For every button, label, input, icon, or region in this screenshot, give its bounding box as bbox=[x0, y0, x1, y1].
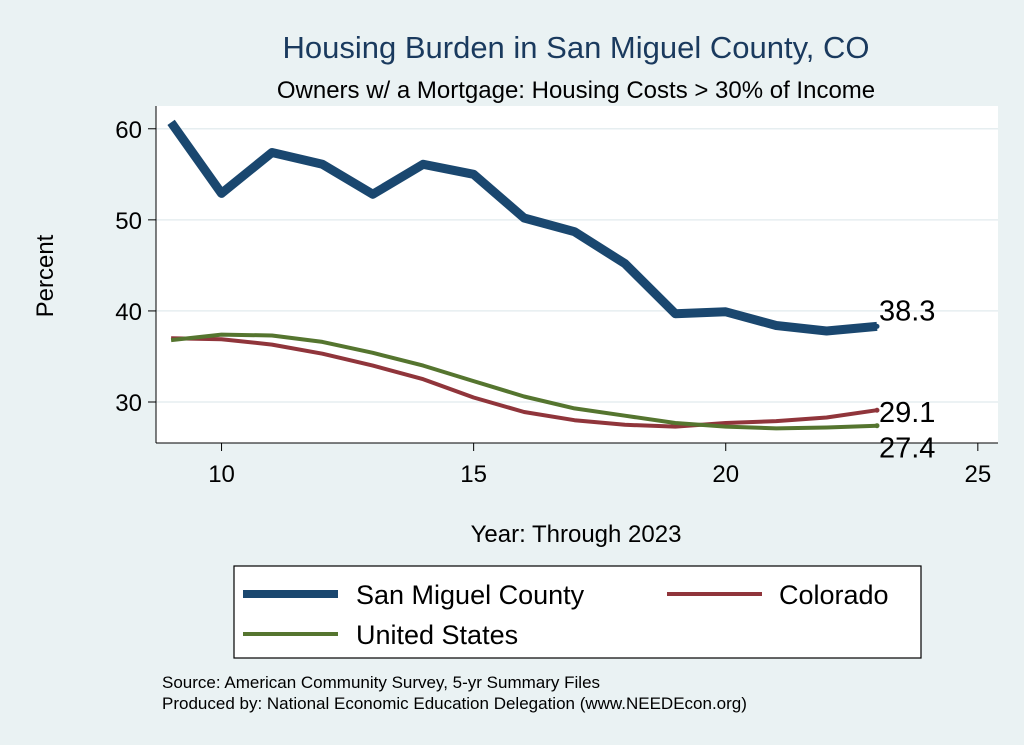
x-tick-label: 25 bbox=[964, 461, 991, 488]
legend: San Miguel County Colorado United States bbox=[233, 565, 922, 659]
y-tick-label: 50 bbox=[115, 208, 142, 235]
legend-label-united-states: United States bbox=[356, 620, 518, 650]
source-note: Source: American Community Survey, 5-yr … bbox=[162, 673, 600, 692]
series-line-colorado bbox=[171, 336, 878, 429]
y-tick-label: 40 bbox=[115, 299, 142, 326]
producer-note: Produced by: National Economic Education… bbox=[162, 694, 747, 713]
chart-subtitle: Owners w/ a Mortgage: Housing Costs > 30… bbox=[277, 77, 875, 104]
y-axis-title: Percent bbox=[32, 234, 59, 317]
end-label-colorado: 29.1 bbox=[879, 397, 935, 429]
chart-title: Housing Burden in San Miguel County, CO bbox=[282, 30, 869, 65]
end-label-united-states: 27.4 bbox=[879, 433, 935, 465]
end-label-san-miguel: 38.3 bbox=[879, 295, 935, 327]
x-tick-label: 20 bbox=[712, 461, 739, 488]
legend-label-colorado: Colorado bbox=[779, 580, 889, 610]
x-tick-label: 10 bbox=[208, 461, 235, 488]
series-line-united-states bbox=[170, 332, 878, 431]
end-point-marker bbox=[874, 407, 880, 413]
x-axis-title: Year: Through 2023 bbox=[471, 521, 682, 548]
x-tick-label: 15 bbox=[460, 461, 487, 488]
y-tick-label: 60 bbox=[115, 117, 142, 144]
end-point-marker bbox=[874, 423, 880, 429]
end-point-marker bbox=[874, 323, 880, 329]
series-line-san-miguel bbox=[167, 119, 878, 336]
legend-label-san-miguel: San Miguel County bbox=[356, 580, 585, 610]
legend-box bbox=[233, 565, 922, 659]
y-tick-label: 30 bbox=[115, 390, 142, 417]
